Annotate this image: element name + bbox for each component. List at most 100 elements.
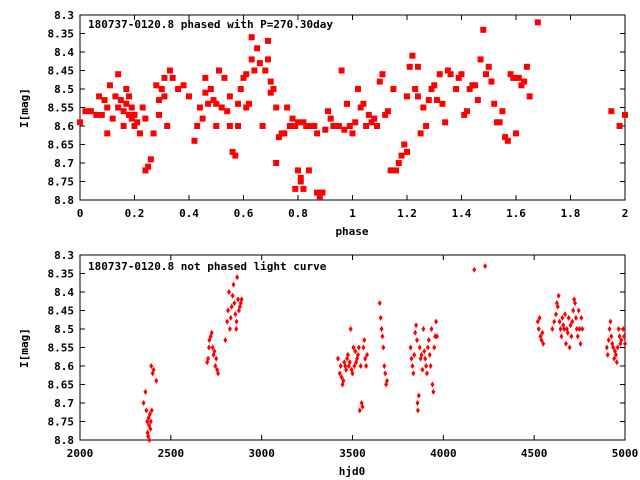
data-point xyxy=(150,130,157,137)
data-point xyxy=(305,167,312,174)
data-point xyxy=(117,97,124,104)
data-point xyxy=(256,60,263,67)
data-point xyxy=(186,93,192,100)
data-point xyxy=(553,311,558,318)
data-point xyxy=(356,344,361,351)
data-point xyxy=(120,108,127,115)
data-point xyxy=(142,115,149,122)
data-point xyxy=(322,126,329,133)
data-point xyxy=(398,152,405,159)
data-point xyxy=(534,19,541,26)
data-points xyxy=(77,19,628,200)
data-point xyxy=(211,351,216,358)
data-point xyxy=(472,82,479,89)
data-point xyxy=(232,152,239,159)
data-point xyxy=(101,97,108,104)
data-point xyxy=(423,355,428,362)
data-point xyxy=(420,366,425,373)
x-tick-label: 1 xyxy=(349,207,356,220)
data-point xyxy=(617,333,622,340)
data-point xyxy=(213,100,220,107)
data-point xyxy=(270,86,277,92)
data-point xyxy=(427,351,432,358)
data-point xyxy=(371,115,378,122)
data-point xyxy=(361,344,366,351)
data-point xyxy=(609,333,614,340)
data-point xyxy=(515,74,522,81)
data-point xyxy=(376,78,383,85)
data-point xyxy=(93,111,100,118)
data-point xyxy=(166,67,173,74)
x-tick-label: 1.4 xyxy=(452,207,472,220)
data-point xyxy=(314,130,321,137)
unphased-light-curve-chart: 2000 2500 3000 3500 4000 4500 5000 8.38.358.48… xyxy=(18,249,639,478)
data-point xyxy=(303,123,310,129)
data-point xyxy=(393,167,400,174)
data-point xyxy=(233,311,238,318)
data-point xyxy=(237,303,242,310)
data-point xyxy=(382,111,389,118)
data-point xyxy=(161,93,168,100)
x-tick-label: 2500 xyxy=(158,447,185,460)
data-point xyxy=(353,348,358,355)
data-point xyxy=(115,71,122,78)
data-point xyxy=(344,100,351,107)
data-point xyxy=(523,63,530,70)
data-point xyxy=(104,104,111,111)
data-point xyxy=(123,100,130,107)
data-point xyxy=(82,108,89,115)
data-point xyxy=(147,411,152,418)
data-point xyxy=(569,333,574,340)
data-point xyxy=(502,134,509,141)
data-point xyxy=(292,185,299,192)
data-point xyxy=(275,134,282,141)
data-point xyxy=(229,303,234,310)
data-point xyxy=(245,100,252,107)
data-point xyxy=(262,67,269,74)
data-point xyxy=(354,86,361,92)
x-tick-label: 5000 xyxy=(612,447,639,460)
data-point xyxy=(265,56,272,63)
data-points xyxy=(141,263,627,443)
data-point xyxy=(205,100,212,107)
data-point xyxy=(433,97,440,104)
y-axis-label: I[mag] xyxy=(18,328,31,368)
data-point xyxy=(567,344,572,351)
data-point xyxy=(377,300,382,307)
data-point xyxy=(210,97,217,104)
data-point xyxy=(541,340,546,347)
x-axis: 0 0.2 0.4 0.6 0.8 1 1.2 1.4 1.6 1.8 2 xyxy=(77,15,629,220)
data-point xyxy=(607,326,612,332)
data-point xyxy=(112,93,119,100)
data-point xyxy=(265,37,272,44)
x-axis-label: phase xyxy=(335,225,368,238)
data-point xyxy=(357,407,362,414)
data-point xyxy=(387,167,394,174)
data-point xyxy=(273,104,280,111)
y-tick-label: 8.65 xyxy=(48,139,75,152)
y-tick-label: 8.8 xyxy=(54,434,74,447)
data-point xyxy=(363,123,370,129)
data-point xyxy=(297,174,304,181)
data-point xyxy=(431,388,436,395)
data-point xyxy=(414,93,421,100)
data-point xyxy=(139,104,146,111)
data-point xyxy=(613,351,618,358)
data-point xyxy=(234,326,239,332)
data-point xyxy=(573,300,578,307)
data-point xyxy=(231,281,236,288)
data-point xyxy=(485,63,492,70)
y-tick-label: 8.65 xyxy=(48,379,75,392)
data-point xyxy=(106,82,113,89)
data-point xyxy=(243,104,250,111)
data-point xyxy=(565,329,570,336)
data-point xyxy=(410,363,415,369)
data-point xyxy=(368,119,375,126)
data-point xyxy=(488,78,495,85)
y-tick-label: 8.5 xyxy=(54,83,74,96)
data-point xyxy=(613,348,618,355)
data-point xyxy=(230,292,235,299)
data-point xyxy=(412,86,419,92)
data-point xyxy=(109,115,116,122)
x-tick-label: 2 xyxy=(622,207,629,220)
